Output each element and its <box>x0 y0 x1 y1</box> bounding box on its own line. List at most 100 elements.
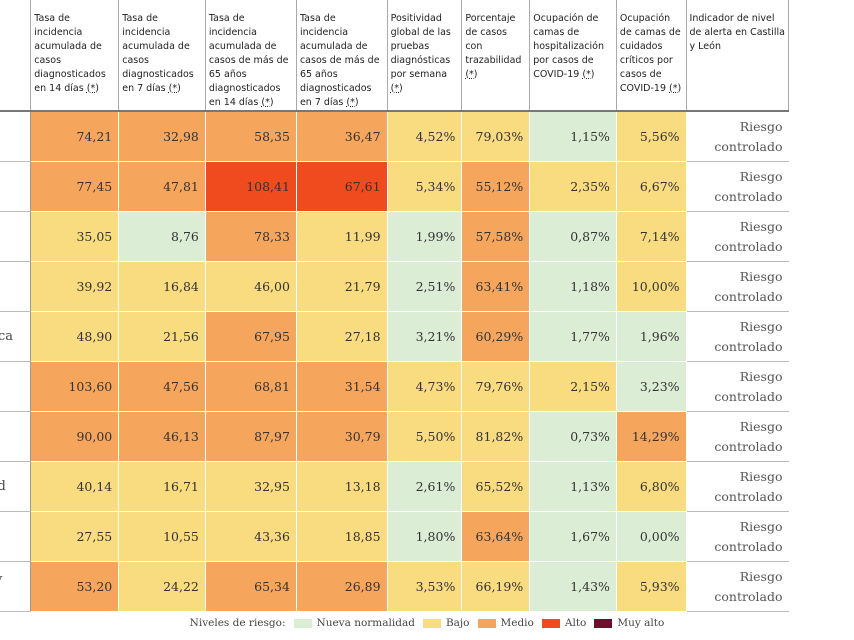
value-cell: 4,73% <box>386 361 463 412</box>
value-cell: 3,21% <box>386 311 463 362</box>
value-cell: 47,81 <box>118 161 206 212</box>
value-cell: 108,41 <box>204 161 297 212</box>
header-text: Ocupación de camas de cuidados críticos … <box>619 13 681 94</box>
column-header: Indicador de nivel de alerta en Castilla… <box>686 0 790 112</box>
value-cell: 11,99 <box>295 211 388 262</box>
value-cell: 10,00% <box>615 261 687 312</box>
value-cell: 78,33 <box>204 211 297 262</box>
alert-cell: Riesgo controlado <box>686 461 789 512</box>
column-header: Tasa de incidencia acumulada de casos di… <box>30 0 120 112</box>
alert-cell: Riesgo controlado <box>686 111 789 162</box>
value-cell: 46,00 <box>204 261 297 312</box>
value-cell: 68,81 <box>204 361 297 412</box>
table-row: Zamora27,5510,5543,3618,851,80%63,64%1,6… <box>0 511 789 562</box>
value-cell: 60,29% <box>461 311 531 362</box>
legend-swatch <box>293 618 312 628</box>
header-text: Porcentaje de casos con trazabilidad <box>465 13 522 66</box>
value-cell: 77,45 <box>30 161 120 212</box>
value-cell: 16,84 <box>118 261 206 312</box>
value-cell: 87,97 <box>204 411 297 462</box>
province-cell: Castilla y León <box>0 561 32 612</box>
table-body: Ávila74,2132,9858,3536,474,52%79,03%1,15… <box>0 110 789 612</box>
alert-cell: Riesgo controlado <box>686 561 789 612</box>
value-cell: 1,67% <box>529 511 617 562</box>
alert-cell: Riesgo controlado <box>686 161 789 212</box>
value-cell: 6,67% <box>615 161 687 212</box>
value-cell: 65,34 <box>204 561 297 612</box>
value-cell: 2,61% <box>386 461 463 512</box>
header-text: Indicador de nivel de alerta en Castilla… <box>689 13 785 52</box>
header-text: Tasa de incidencia acumulada de casos de… <box>299 13 380 108</box>
legend-label: Alto <box>564 617 587 629</box>
value-cell: 32,95 <box>204 461 297 512</box>
column-header: Ocupación de camas de cuidados críticos … <box>616 0 687 112</box>
province-cell: Salamanca <box>0 311 32 362</box>
value-cell: 4,52% <box>386 110 463 162</box>
value-cell: 13,18 <box>295 461 388 512</box>
value-cell: 31,54 <box>295 361 388 412</box>
value-cell: 46,13 <box>118 411 206 462</box>
header-note: (*) <box>86 83 99 94</box>
value-cell: 67,95 <box>204 311 297 362</box>
value-cell: 21,79 <box>295 261 388 312</box>
value-cell: 21,56 <box>118 311 206 362</box>
value-cell: 55,12% <box>461 161 531 212</box>
value-cell: 8,76 <box>118 211 206 262</box>
legend-swatch <box>422 618 441 628</box>
alert-cell: Riesgo controlado <box>686 411 789 462</box>
province-cell: Valladolid <box>0 461 32 512</box>
header-note: (*) <box>390 83 403 94</box>
value-cell: 5,34% <box>386 161 463 212</box>
value-cell: 3,53% <box>386 561 463 612</box>
value-cell: 1,77% <box>529 311 617 362</box>
header-text: Tasa de incidencia acumulada de casos de… <box>208 13 289 108</box>
value-cell: 57,58% <box>461 211 531 262</box>
province-cell: Soria <box>0 411 32 462</box>
legend-swatch <box>594 618 613 628</box>
province-cell: Ávila <box>0 111 32 162</box>
column-header: Positividad global de las pruebas diagnó… <box>387 0 463 112</box>
value-cell: 7,14% <box>615 211 687 262</box>
table-row: Palencia39,9216,8446,0021,792,51%63,41%1… <box>0 261 789 312</box>
alert-cell: Riesgo controlado <box>686 361 789 412</box>
value-cell: 14,29% <box>615 411 687 462</box>
data-table: ProvinciaTasa de incidencia acumulada de… <box>0 0 790 612</box>
value-cell: 26,89 <box>295 561 388 612</box>
header-note: (*) <box>346 97 359 108</box>
value-cell: 67,61 <box>295 161 388 212</box>
column-header: Provincia <box>0 0 32 112</box>
table-row: León35,058,7678,3311,991,99%57,58%0,87%7… <box>0 211 789 262</box>
header-note: (*) <box>465 69 478 80</box>
value-cell: 103,60 <box>30 361 120 412</box>
value-cell: 1,99% <box>386 211 463 262</box>
value-cell: 2,35% <box>529 161 617 212</box>
value-cell: 1,15% <box>529 110 617 162</box>
value-cell: 53,20 <box>30 561 120 612</box>
header-text: Positividad global de las pruebas diagnó… <box>390 13 451 80</box>
value-cell: 74,21 <box>30 110 120 162</box>
value-cell: 16,71 <box>118 461 206 512</box>
value-cell: 27,18 <box>295 311 388 362</box>
value-cell: 30,79 <box>295 411 388 462</box>
table-row: Salamanca48,9021,5667,9527,183,21%60,29%… <box>0 311 789 362</box>
value-cell: 40,14 <box>30 461 120 512</box>
province-cell: Segovia <box>0 361 32 412</box>
value-cell: 2,15% <box>529 361 617 412</box>
header-note: (*) <box>261 97 274 108</box>
value-cell: 24,22 <box>118 561 206 612</box>
alert-cell: Riesgo controlado <box>686 211 789 262</box>
value-cell: 2,51% <box>386 261 463 312</box>
table-row: Segovia103,6047,5668,8131,544,73%79,76%2… <box>0 361 789 412</box>
value-cell: 79,03% <box>461 110 531 162</box>
value-cell: 1,80% <box>386 511 463 562</box>
value-cell: 66,19% <box>461 561 531 612</box>
province-cell: Burgos <box>0 161 32 212</box>
legend-swatch <box>541 618 560 628</box>
table-row: Valladolid40,1416,7132,9513,182,61%65,52… <box>0 461 789 512</box>
legend-title: Niveles de riesgo: <box>189 617 286 629</box>
value-cell: 90,00 <box>30 411 120 462</box>
province-cell: Zamora <box>0 511 32 562</box>
value-cell: 81,82% <box>461 411 531 462</box>
value-cell: 32,98 <box>118 110 206 162</box>
value-cell: 5,56% <box>615 110 687 162</box>
